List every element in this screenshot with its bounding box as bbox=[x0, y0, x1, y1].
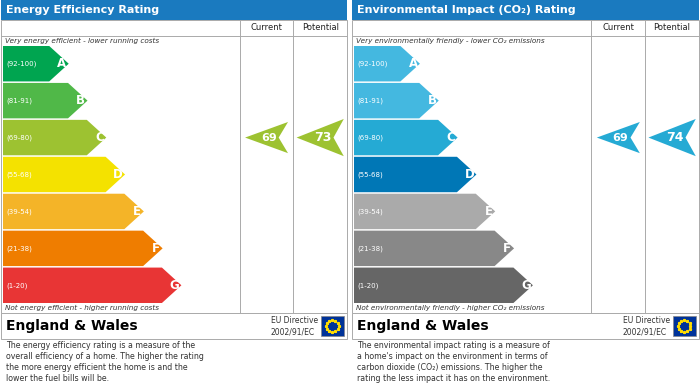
Text: 73: 73 bbox=[314, 131, 331, 144]
Text: G: G bbox=[522, 279, 531, 292]
Text: (92-100): (92-100) bbox=[357, 61, 387, 67]
Text: Very environmentally friendly - lower CO₂ emissions: Very environmentally friendly - lower CO… bbox=[356, 38, 545, 44]
Text: 74: 74 bbox=[666, 131, 683, 144]
Text: (1-20): (1-20) bbox=[6, 282, 27, 289]
Text: 69: 69 bbox=[261, 133, 277, 143]
Polygon shape bbox=[354, 83, 439, 118]
Text: carbon dioxide (CO₂) emissions. The higher the: carbon dioxide (CO₂) emissions. The high… bbox=[357, 363, 542, 372]
Polygon shape bbox=[3, 83, 88, 118]
Text: E: E bbox=[133, 205, 141, 218]
Text: the more energy efficient the home is and the: the more energy efficient the home is an… bbox=[6, 363, 188, 372]
Polygon shape bbox=[3, 194, 144, 229]
Text: (21-38): (21-38) bbox=[6, 245, 32, 251]
Text: lower the fuel bills will be.: lower the fuel bills will be. bbox=[6, 374, 109, 383]
Text: (81-91): (81-91) bbox=[357, 97, 383, 104]
Text: D: D bbox=[113, 168, 123, 181]
Text: (92-100): (92-100) bbox=[6, 61, 36, 67]
Text: Energy Efficiency Rating: Energy Efficiency Rating bbox=[6, 5, 159, 15]
Bar bbox=[352, 0, 699, 20]
Bar bbox=[1, 0, 347, 20]
Text: G: G bbox=[169, 279, 179, 292]
Text: England & Wales: England & Wales bbox=[357, 319, 489, 333]
Polygon shape bbox=[3, 267, 181, 303]
Text: (21-38): (21-38) bbox=[357, 245, 383, 251]
Text: B: B bbox=[428, 94, 436, 107]
Text: Not energy efficient - higher running costs: Not energy efficient - higher running co… bbox=[5, 305, 159, 311]
Text: (81-91): (81-91) bbox=[6, 97, 32, 104]
Bar bbox=[352, 20, 699, 313]
Polygon shape bbox=[354, 267, 533, 303]
Text: (69-80): (69-80) bbox=[357, 135, 383, 141]
Text: (55-68): (55-68) bbox=[357, 171, 383, 178]
Polygon shape bbox=[3, 157, 125, 192]
Text: Environmental Impact (CO₂) Rating: Environmental Impact (CO₂) Rating bbox=[357, 5, 575, 15]
Polygon shape bbox=[3, 46, 69, 81]
Polygon shape bbox=[354, 231, 514, 266]
Text: F: F bbox=[152, 242, 160, 255]
Polygon shape bbox=[354, 157, 477, 192]
Polygon shape bbox=[597, 122, 640, 153]
Polygon shape bbox=[297, 119, 344, 156]
Text: Current: Current bbox=[251, 23, 283, 32]
Text: E: E bbox=[484, 205, 492, 218]
Text: EU Directive
2002/91/EC: EU Directive 2002/91/EC bbox=[623, 316, 670, 336]
Bar bbox=[673, 316, 696, 336]
Text: C: C bbox=[447, 131, 455, 144]
Polygon shape bbox=[3, 120, 106, 155]
Text: The energy efficiency rating is a measure of the: The energy efficiency rating is a measur… bbox=[6, 341, 195, 350]
Text: 69: 69 bbox=[612, 133, 629, 143]
Polygon shape bbox=[245, 122, 288, 153]
Text: C: C bbox=[95, 131, 104, 144]
Text: a home's impact on the environment in terms of: a home's impact on the environment in te… bbox=[357, 352, 547, 361]
Text: B: B bbox=[76, 94, 85, 107]
Polygon shape bbox=[648, 119, 696, 156]
Polygon shape bbox=[3, 231, 162, 266]
Text: A: A bbox=[409, 57, 418, 70]
Text: (39-54): (39-54) bbox=[357, 208, 383, 215]
Text: Very energy efficient - lower running costs: Very energy efficient - lower running co… bbox=[5, 38, 159, 44]
Text: rating the less impact it has on the environment.: rating the less impact it has on the env… bbox=[357, 374, 550, 383]
Bar bbox=[1, 313, 347, 339]
Text: (1-20): (1-20) bbox=[357, 282, 379, 289]
Text: (39-54): (39-54) bbox=[6, 208, 32, 215]
Text: overall efficiency of a home. The higher the rating: overall efficiency of a home. The higher… bbox=[6, 352, 204, 361]
Text: Potential: Potential bbox=[654, 23, 691, 32]
Text: Current: Current bbox=[603, 23, 634, 32]
Bar bbox=[352, 313, 699, 339]
Text: Potential: Potential bbox=[302, 23, 339, 32]
Bar bbox=[1, 20, 347, 313]
Text: Not environmentally friendly - higher CO₂ emissions: Not environmentally friendly - higher CO… bbox=[356, 305, 545, 311]
Text: The environmental impact rating is a measure of: The environmental impact rating is a mea… bbox=[357, 341, 550, 350]
Text: EU Directive
2002/91/EC: EU Directive 2002/91/EC bbox=[271, 316, 318, 336]
Bar bbox=[321, 316, 344, 336]
Polygon shape bbox=[354, 194, 496, 229]
Polygon shape bbox=[354, 120, 458, 155]
Text: D: D bbox=[465, 168, 475, 181]
Text: F: F bbox=[503, 242, 511, 255]
Text: (55-68): (55-68) bbox=[6, 171, 32, 178]
Text: England & Wales: England & Wales bbox=[6, 319, 138, 333]
Text: (69-80): (69-80) bbox=[6, 135, 32, 141]
Polygon shape bbox=[354, 46, 420, 81]
Text: A: A bbox=[57, 57, 66, 70]
